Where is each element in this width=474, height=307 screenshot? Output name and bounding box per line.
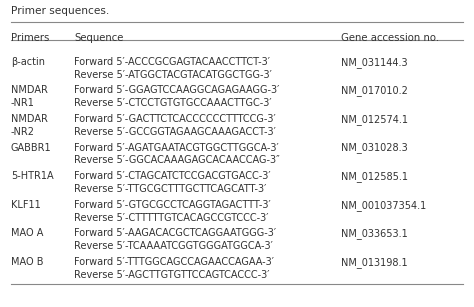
Text: NM_033653.1: NM_033653.1 bbox=[341, 228, 408, 239]
Text: NM_017010.2: NM_017010.2 bbox=[341, 85, 408, 96]
Text: β-actin: β-actin bbox=[11, 57, 45, 67]
Text: MAO A: MAO A bbox=[11, 228, 43, 238]
Text: Forward 5′-AGATGAATACGTGGCTTGGCA-3′
Reverse 5′-GGCACAAAGAGCACAACCAG-3″: Forward 5′-AGATGAATACGTGGCTTGGCA-3′ Reve… bbox=[74, 142, 280, 165]
Text: MAO B: MAO B bbox=[11, 257, 43, 267]
Text: NM_031144.3: NM_031144.3 bbox=[341, 57, 407, 68]
Text: Forward 5′-GGAGTCCAAGGCAGAGAAGG-3′
Reverse 5′-CTCCTGTGTGCCAAACTTGC-3′: Forward 5′-GGAGTCCAAGGCAGAGAAGG-3′ Rever… bbox=[74, 85, 280, 108]
Text: Gene accession no.: Gene accession no. bbox=[341, 33, 439, 43]
Text: NM_012585.1: NM_012585.1 bbox=[341, 171, 408, 182]
Text: Primers: Primers bbox=[11, 33, 49, 43]
Text: Primer sequences.: Primer sequences. bbox=[11, 6, 109, 16]
Text: Sequence: Sequence bbox=[74, 33, 124, 43]
Text: Forward 5′-ACCCGCGAGTACAACCTTCT-3′
Reverse 5′-ATGGCTACGTACATGGCTGG-3′: Forward 5′-ACCCGCGAGTACAACCTTCT-3′ Rever… bbox=[74, 57, 272, 80]
Text: NM_031028.3: NM_031028.3 bbox=[341, 142, 408, 154]
Text: Forward 5′-GACTTCTCACCCCCCTTTCCG-3′
Reverse 5′-GCCGGTAGAAGCAAAGACCT-3′: Forward 5′-GACTTCTCACCCCCCTTTCCG-3′ Reve… bbox=[74, 114, 276, 137]
Text: Forward 5′-AAGACACGCTCAGGAATGGG-3′
Reverse 5′-TCAAAATCGGTGGGATGGCA-3′: Forward 5′-AAGACACGCTCAGGAATGGG-3′ Rever… bbox=[74, 228, 276, 251]
Text: Forward 5′-CTAGCATCTCCGACGTGACC-3′
Reverse 5′-TTGCGCTTTGCTTCAGCATT-3′: Forward 5′-CTAGCATCTCCGACGTGACC-3′ Rever… bbox=[74, 171, 271, 194]
Text: NM_012574.1: NM_012574.1 bbox=[341, 114, 408, 125]
Text: 5-HTR1A: 5-HTR1A bbox=[11, 171, 54, 181]
Text: NMDAR
-NR2: NMDAR -NR2 bbox=[11, 114, 48, 137]
Text: NMDAR
-NR1: NMDAR -NR1 bbox=[11, 85, 48, 108]
Text: GABBR1: GABBR1 bbox=[11, 142, 52, 153]
Text: KLF11: KLF11 bbox=[11, 200, 41, 210]
Text: NM_013198.1: NM_013198.1 bbox=[341, 257, 407, 268]
Text: NM_001037354.1: NM_001037354.1 bbox=[341, 200, 426, 211]
Text: Forward 5′-TTTGGCAGCCAGAACCAGAA-3′
Reverse 5′-AGCTTGTGTTCCAGTCACCC-3′: Forward 5′-TTTGGCAGCCAGAACCAGAA-3′ Rever… bbox=[74, 257, 274, 280]
Text: Forward 5′-GTGCGCCTCAGGTAGACTTT-3′
Reverse 5′-CTTTTTGTCACAGCCGTCCC-3′: Forward 5′-GTGCGCCTCAGGTAGACTTT-3′ Rever… bbox=[74, 200, 271, 223]
